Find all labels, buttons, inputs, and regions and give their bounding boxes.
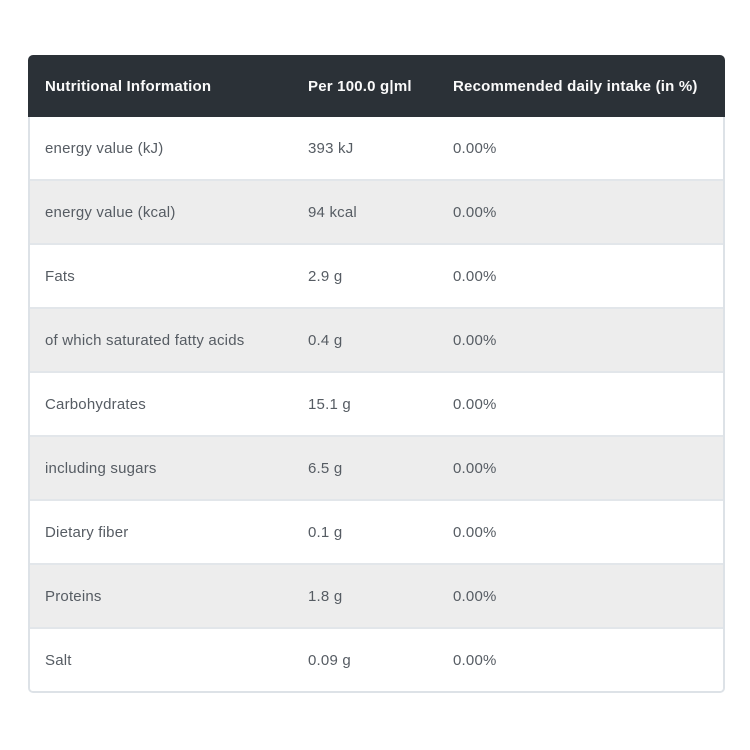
row-per100-value: 15.1 g bbox=[308, 395, 351, 413]
row-rdi-value: 0.00% bbox=[453, 203, 497, 221]
row-rdi-value: 0.00% bbox=[453, 651, 497, 669]
header-cell-recommended-daily-intake: Recommended daily intake (in %) bbox=[453, 77, 698, 95]
table-row: Salt 0.09 g 0.00% bbox=[30, 627, 723, 691]
row-rdi-value: 0.00% bbox=[453, 587, 497, 605]
row-per100-value: 1.8 g bbox=[308, 587, 343, 605]
row-label: Dietary fiber bbox=[45, 523, 129, 541]
row-label: Proteins bbox=[45, 587, 102, 605]
row-per100-value: 0.4 g bbox=[308, 331, 343, 349]
row-label: of which saturated fatty acids bbox=[45, 331, 245, 349]
table-header-row: Nutritional Information Per 100.0 g|ml R… bbox=[28, 55, 725, 117]
row-label: Salt bbox=[45, 651, 72, 669]
row-rdi-value: 0.00% bbox=[453, 523, 497, 541]
table-row: energy value (kJ) 393 kJ 0.00% bbox=[30, 117, 723, 179]
row-label: including sugars bbox=[45, 459, 157, 477]
row-per100-value: 94 kcal bbox=[308, 203, 357, 221]
row-rdi-value: 0.00% bbox=[453, 139, 497, 157]
row-per100-value: 6.5 g bbox=[308, 459, 343, 477]
row-rdi-value: 0.00% bbox=[453, 267, 497, 285]
row-per100-value: 393 kJ bbox=[308, 139, 354, 157]
row-label: Carbohydrates bbox=[45, 395, 146, 413]
table-row: Fats 2.9 g 0.00% bbox=[30, 243, 723, 307]
row-label: Fats bbox=[45, 267, 75, 285]
header-cell-per-100: Per 100.0 g|ml bbox=[308, 77, 412, 95]
table-row: Proteins 1.8 g 0.00% bbox=[30, 563, 723, 627]
row-rdi-value: 0.00% bbox=[453, 395, 497, 413]
table-row: Dietary fiber 0.1 g 0.00% bbox=[30, 499, 723, 563]
row-rdi-value: 0.00% bbox=[453, 331, 497, 349]
nutrition-table: Nutritional Information Per 100.0 g|ml R… bbox=[28, 55, 725, 693]
table-row: of which saturated fatty acids 0.4 g 0.0… bbox=[30, 307, 723, 371]
table-row: Carbohydrates 15.1 g 0.00% bbox=[30, 371, 723, 435]
row-per100-value: 2.9 g bbox=[308, 267, 343, 285]
table-row: including sugars 6.5 g 0.00% bbox=[30, 435, 723, 499]
row-label: energy value (kcal) bbox=[45, 203, 176, 221]
row-label: energy value (kJ) bbox=[45, 139, 164, 157]
header-cell-nutritional-information: Nutritional Information bbox=[45, 77, 212, 95]
table-row: energy value (kcal) 94 kcal 0.00% bbox=[30, 179, 723, 243]
row-per100-value: 0.09 g bbox=[308, 651, 351, 669]
row-per100-value: 0.1 g bbox=[308, 523, 343, 541]
table-body: energy value (kJ) 393 kJ 0.00% energy va… bbox=[28, 117, 725, 693]
row-rdi-value: 0.00% bbox=[453, 459, 497, 477]
